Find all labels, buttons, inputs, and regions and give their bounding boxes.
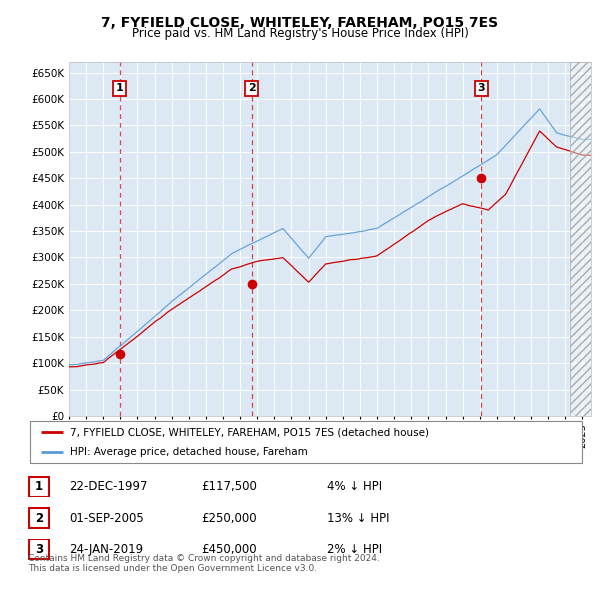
Text: 2% ↓ HPI: 2% ↓ HPI — [327, 543, 382, 556]
FancyBboxPatch shape — [29, 477, 49, 497]
Text: 3: 3 — [478, 83, 485, 93]
Text: £250,000: £250,000 — [201, 512, 257, 525]
FancyBboxPatch shape — [29, 539, 49, 559]
Text: 4% ↓ HPI: 4% ↓ HPI — [327, 480, 382, 493]
Text: £450,000: £450,000 — [201, 543, 257, 556]
Text: 01-SEP-2005: 01-SEP-2005 — [69, 512, 144, 525]
FancyBboxPatch shape — [29, 508, 49, 528]
Bar — [569, 62, 591, 416]
Text: £117,500: £117,500 — [201, 480, 257, 493]
Text: 22-DEC-1997: 22-DEC-1997 — [69, 480, 148, 493]
FancyBboxPatch shape — [30, 421, 582, 463]
Text: HPI: Average price, detached house, Fareham: HPI: Average price, detached house, Fare… — [70, 447, 307, 457]
Text: Price paid vs. HM Land Registry's House Price Index (HPI): Price paid vs. HM Land Registry's House … — [131, 27, 469, 40]
Text: 3: 3 — [35, 543, 43, 556]
Text: 7, FYFIELD CLOSE, WHITELEY, FAREHAM, PO15 7ES (detached house): 7, FYFIELD CLOSE, WHITELEY, FAREHAM, PO1… — [70, 427, 429, 437]
Text: 24-JAN-2019: 24-JAN-2019 — [69, 543, 143, 556]
Text: 2: 2 — [35, 512, 43, 525]
Text: 13% ↓ HPI: 13% ↓ HPI — [327, 512, 389, 525]
Text: 2: 2 — [248, 83, 256, 93]
Text: 7, FYFIELD CLOSE, WHITELEY, FAREHAM, PO15 7ES: 7, FYFIELD CLOSE, WHITELEY, FAREHAM, PO1… — [101, 16, 499, 30]
Text: Contains HM Land Registry data © Crown copyright and database right 2024.
This d: Contains HM Land Registry data © Crown c… — [28, 554, 380, 573]
Text: 1: 1 — [35, 480, 43, 493]
Text: 1: 1 — [116, 83, 124, 93]
Bar — [569, 62, 591, 416]
